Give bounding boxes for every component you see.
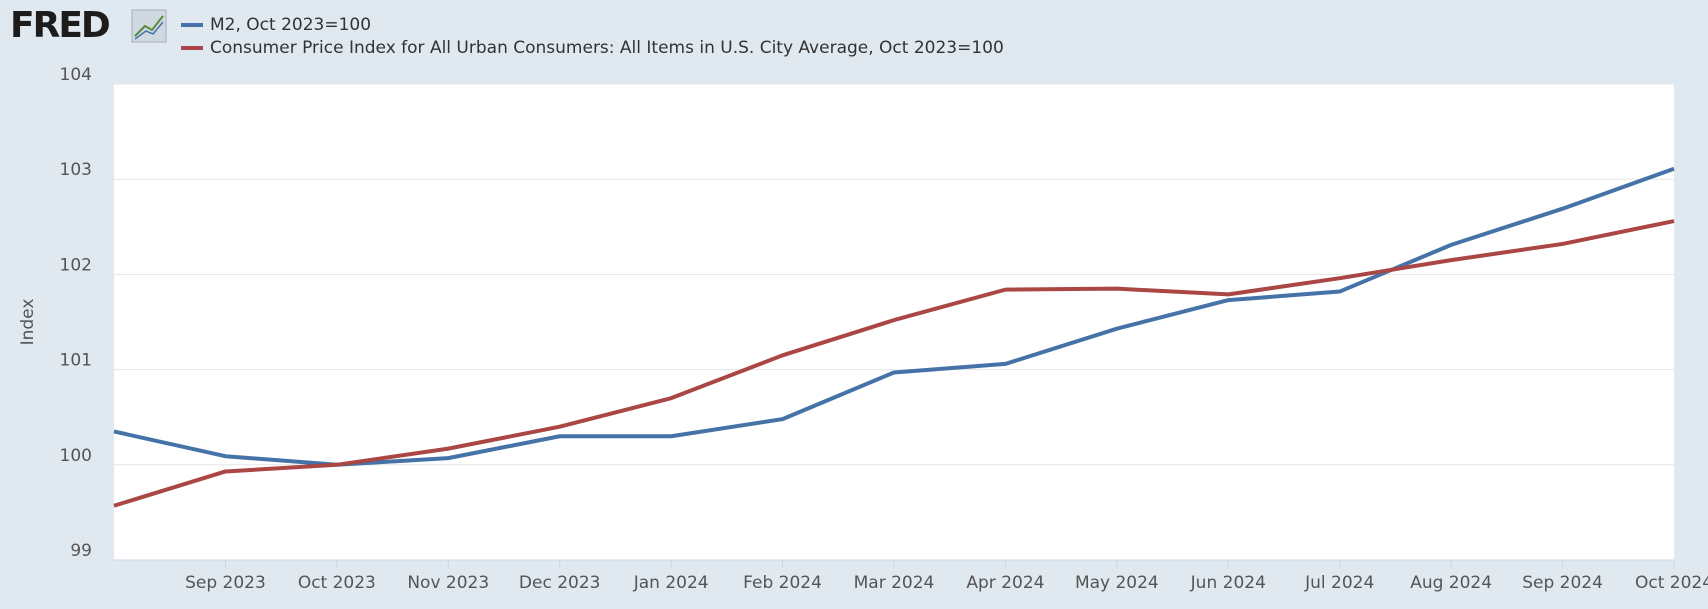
x-tick-label: Nov 2023 [407, 573, 489, 593]
x-tick-label: Oct 2023 [298, 573, 376, 593]
x-tick-label: Oct 2024 [1635, 573, 1708, 593]
x-tick-label: Jun 2024 [1190, 573, 1266, 593]
x-tick-label: Feb 2024 [743, 573, 822, 593]
x-tick-label: Sep 2023 [185, 573, 266, 593]
x-tick-label: Jul 2024 [1304, 573, 1374, 593]
legend-label: Consumer Price Index for All Urban Consu… [210, 38, 1004, 58]
legend-label: M2, Oct 2023=100 [210, 15, 371, 35]
x-tick-label: Dec 2023 [519, 573, 601, 593]
x-tick-label: Jan 2024 [633, 573, 709, 593]
x-tick-label: Mar 2024 [854, 573, 935, 593]
logo-icon [131, 9, 167, 43]
y-tick-label: 99 [70, 541, 92, 561]
y-tick-label: 101 [60, 351, 92, 371]
logo: FRED [10, 5, 109, 46]
y-tick-label: 103 [60, 160, 92, 180]
y-tick-label: 100 [60, 446, 92, 466]
line-series [113, 219, 1675, 508]
y-tick-label: 102 [60, 255, 92, 275]
x-tick-label: Sep 2024 [1522, 573, 1603, 593]
y-axis-label: Index [18, 299, 38, 346]
x-tick-label: Apr 2024 [966, 573, 1044, 593]
x-tick-label: May 2024 [1075, 573, 1159, 593]
x-tick-label: Aug 2024 [1410, 573, 1492, 593]
line-series [113, 166, 1675, 467]
y-tick-label: 104 [60, 65, 92, 85]
